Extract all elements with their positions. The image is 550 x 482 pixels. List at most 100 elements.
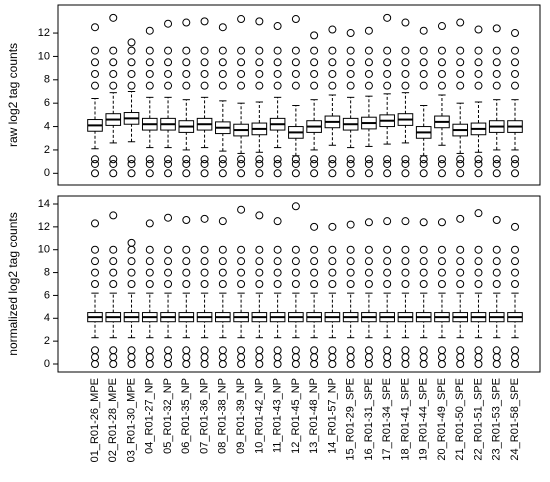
outlier xyxy=(437,257,446,266)
outlier xyxy=(200,257,209,266)
outlier xyxy=(456,58,465,67)
outlier xyxy=(182,245,191,254)
outlier xyxy=(91,257,99,266)
outlier xyxy=(109,13,118,22)
outlier xyxy=(346,46,355,55)
outlier xyxy=(310,155,319,164)
outlier xyxy=(291,353,300,362)
outlier xyxy=(200,169,209,178)
outlier xyxy=(419,58,428,67)
outlier xyxy=(383,46,392,55)
outlier xyxy=(419,169,428,178)
outlier xyxy=(200,353,209,362)
outlier xyxy=(437,58,446,67)
outlier xyxy=(127,46,136,55)
outlier xyxy=(474,25,483,34)
outlier xyxy=(346,69,355,78)
outlier xyxy=(310,222,319,231)
outlier xyxy=(182,257,191,266)
outlier xyxy=(456,280,465,288)
outlier xyxy=(291,81,300,90)
outlier xyxy=(109,346,118,355)
outlier xyxy=(91,46,99,55)
outlier xyxy=(145,58,154,67)
outlier xyxy=(383,257,392,266)
outlier xyxy=(419,360,428,368)
outlier xyxy=(164,169,173,178)
outlier xyxy=(145,219,154,228)
outlier xyxy=(218,245,227,254)
outlier xyxy=(164,46,173,55)
outlier xyxy=(145,46,154,55)
outlier xyxy=(145,26,154,35)
outlier xyxy=(401,360,410,368)
outlier xyxy=(401,18,410,27)
outlier xyxy=(346,360,355,368)
outlier xyxy=(310,46,319,55)
outlier xyxy=(328,346,337,355)
outlier xyxy=(164,280,173,288)
outlier xyxy=(383,81,392,90)
outlier xyxy=(200,58,209,67)
outlier xyxy=(237,280,246,288)
outlier xyxy=(474,46,483,55)
outlier xyxy=(291,268,300,277)
x-tick-label: 22_R01-51_SPE xyxy=(472,378,484,461)
outlier xyxy=(109,360,118,368)
outlier xyxy=(145,159,154,168)
outlier xyxy=(401,155,410,164)
outlier xyxy=(145,169,154,178)
outlier xyxy=(218,23,227,32)
outlier xyxy=(401,217,410,226)
y-tick-label: 0 xyxy=(44,167,50,179)
outlier xyxy=(456,245,465,254)
outlier xyxy=(255,169,264,178)
outlier xyxy=(492,155,501,164)
outlier xyxy=(419,26,428,35)
outlier xyxy=(273,360,282,368)
outlier xyxy=(237,245,246,254)
outlier xyxy=(109,211,118,220)
outlier xyxy=(91,245,99,254)
outlier xyxy=(182,360,191,368)
y-tick-label: 12 xyxy=(38,27,50,39)
outlier xyxy=(456,257,465,266)
outlier xyxy=(419,159,428,168)
outlier xyxy=(437,346,446,355)
outlier xyxy=(218,353,227,362)
outlier xyxy=(419,218,428,227)
outlier xyxy=(164,346,173,355)
outlier xyxy=(91,268,99,277)
outlier xyxy=(383,159,392,168)
outlier xyxy=(237,169,246,178)
outlier xyxy=(164,360,173,368)
outlier xyxy=(474,280,483,288)
outlier xyxy=(383,217,392,226)
outlier xyxy=(291,280,300,288)
y-tick-label: 10 xyxy=(38,50,50,62)
outlier xyxy=(437,169,446,178)
outlier xyxy=(437,218,446,227)
outlier xyxy=(492,169,501,178)
outlier xyxy=(383,280,392,288)
outlier xyxy=(200,17,209,26)
outlier xyxy=(346,155,355,164)
outlier xyxy=(273,22,282,31)
outlier xyxy=(419,280,428,288)
outlier xyxy=(200,268,209,277)
outlier xyxy=(511,81,519,90)
outlier xyxy=(218,69,227,78)
outlier xyxy=(364,245,373,254)
outlier xyxy=(91,159,99,168)
outlier xyxy=(456,360,465,368)
outlier xyxy=(145,81,154,90)
outlier xyxy=(474,58,483,67)
outlier xyxy=(456,346,465,355)
outlier xyxy=(419,346,428,355)
outlier xyxy=(91,280,99,288)
outlier xyxy=(511,353,519,362)
outlier xyxy=(474,245,483,254)
outlier xyxy=(109,81,118,90)
outlier xyxy=(456,155,465,164)
outlier xyxy=(456,159,465,168)
